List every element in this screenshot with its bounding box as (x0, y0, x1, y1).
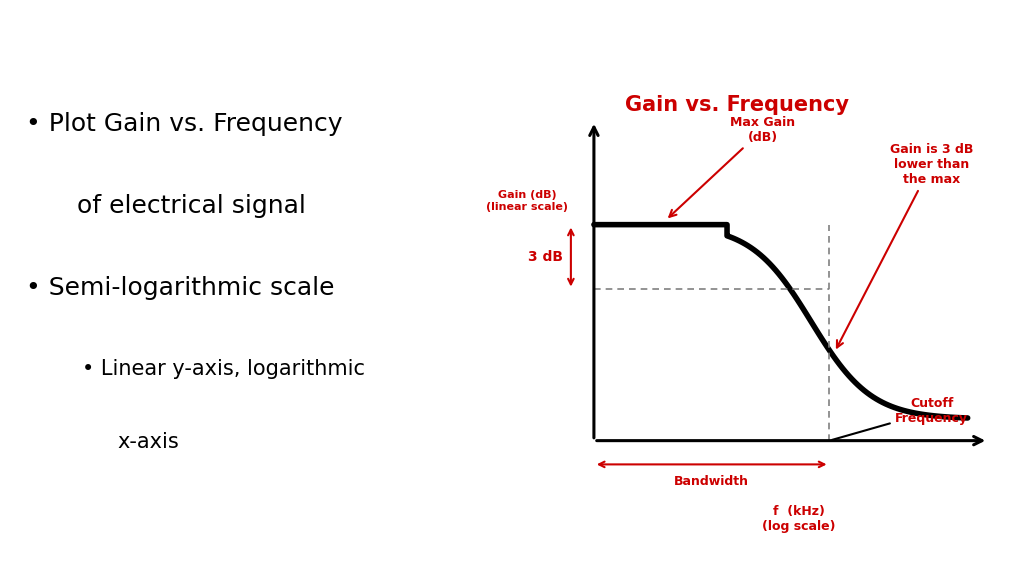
Text: of electrical signal: of electrical signal (77, 194, 306, 218)
Text: NGINEERING: NGINEERING (998, 556, 1024, 566)
Text: • Linear y-axis, logarithmic: • Linear y-axis, logarithmic (82, 359, 365, 379)
Text: NYU: NYU (29, 547, 65, 562)
Text: x-axis: x-axis (118, 432, 179, 452)
Text: f  (kHz)
(log scale): f (kHz) (log scale) (762, 506, 836, 533)
Text: • Semi-logarithmic scale: • Semi-logarithmic scale (26, 276, 334, 300)
Text: ▐: ▐ (12, 541, 32, 567)
Text: Gain (dB)
(linear scale): Gain (dB) (linear scale) (486, 190, 568, 212)
Text: Frequency Response Graph: Frequency Response Graph (191, 17, 833, 58)
Text: Gain is 3 dB
lower than
the max: Gain is 3 dB lower than the max (837, 143, 974, 347)
Text: OF ENGINEERING: OF ENGINEERING (70, 556, 135, 566)
Text: TANDON SCHOOL: TANDON SCHOOL (70, 545, 136, 554)
Text: Gain vs. Frequency: Gain vs. Frequency (626, 95, 849, 115)
Text: ENERAL: ENERAL (998, 545, 1024, 554)
Text: 3 dB: 3 dB (528, 250, 563, 264)
Text: G: G (986, 544, 1005, 564)
Text: E: E (976, 544, 991, 564)
Text: Cutoff
Frequency: Cutoff Frequency (833, 397, 969, 440)
Text: Bandwidth: Bandwidth (674, 475, 750, 488)
Text: Max Gain
(dB): Max Gain (dB) (670, 116, 796, 217)
Text: • Plot Gain vs. Frequency: • Plot Gain vs. Frequency (26, 112, 342, 135)
